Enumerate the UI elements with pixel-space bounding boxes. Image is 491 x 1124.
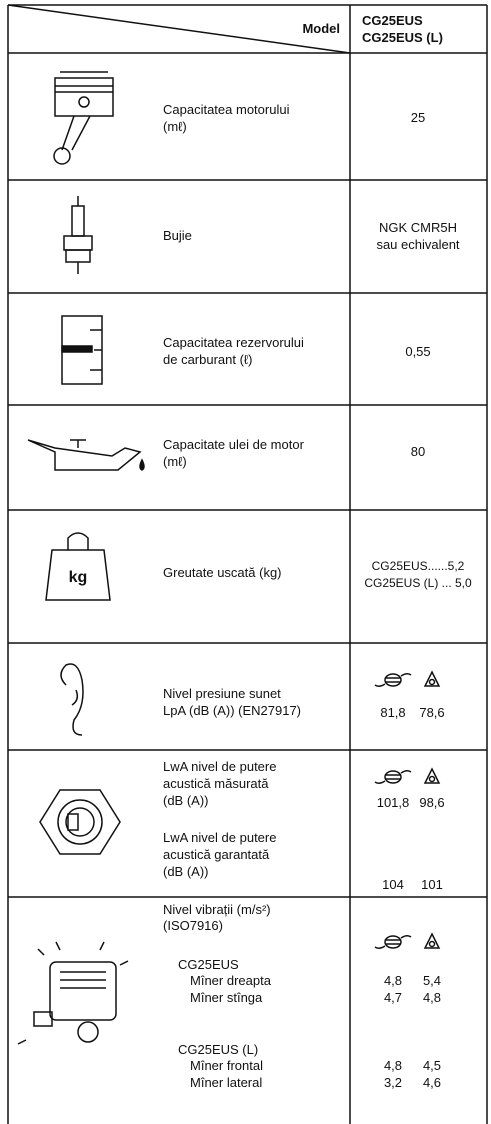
row-label: (mℓ) (163, 119, 187, 134)
piston-icon (53, 71, 114, 165)
row-value: CG25EUS......5,2 (371, 559, 465, 573)
row-label: LpA (dB (A)) (EN27917) (163, 703, 302, 718)
model-name: CG25EUS (178, 957, 239, 972)
row-label: de carburant (ℓ) (163, 352, 253, 367)
row-label: Capacitate ulei de motor (163, 437, 304, 452)
weight-icon: kg (45, 532, 111, 601)
svg-text:kg: kg (69, 569, 88, 586)
header-model: CG25EUS (362, 13, 423, 28)
row-label: Greutate uscată (kg) (163, 565, 282, 580)
row-label: (ISO7916) (163, 918, 223, 933)
row-value: 78,6 (419, 705, 445, 720)
row-value: 0,55 (405, 344, 431, 359)
row-label: (dB (A)) (163, 793, 209, 808)
row-label: Capacitatea rezervorului (163, 335, 304, 350)
header-label: Model (302, 21, 340, 36)
row-value: 101 (421, 877, 443, 892)
row-value: NGK CMR5H (378, 220, 457, 235)
row-value: 104 (382, 877, 404, 892)
row-value: 81,8 (380, 705, 406, 720)
row-label: Nivel vibrații (m/s²) (163, 902, 271, 917)
row-value: 80 (410, 444, 426, 459)
oil-can-icon (27, 439, 145, 471)
grid-lines (7, 4, 488, 1124)
row-label: LwA nivel de putere (163, 759, 277, 774)
model-name: CG25EUS (L) (178, 1042, 259, 1057)
row-value: 4,8 (422, 990, 442, 1005)
handle-name: Mîner stînga (190, 990, 263, 1005)
row-value: 101,8 (376, 795, 410, 810)
row-label: LwA nivel de putere (163, 830, 277, 845)
row-label: Nivel presiune sunet (163, 686, 281, 701)
row-label: acustică măsurată (163, 776, 269, 791)
handle-name: Mîner lateral (190, 1075, 263, 1090)
header-model: CG25EUS (L) (362, 30, 443, 45)
row-label: Bujie (163, 228, 192, 243)
row-value: sau echivalent (376, 237, 460, 252)
row-value: 4,6 (422, 1075, 442, 1090)
speaker-icon (39, 789, 121, 855)
fuel-gauge-icon (61, 315, 103, 385)
row-label: (mℓ) (163, 454, 187, 469)
row-label: (dB (A)) (163, 864, 209, 879)
row-value: 5,4 (422, 973, 442, 988)
engine-icon (17, 941, 129, 1045)
row-value: 25 (410, 110, 426, 125)
row-label: Capacitatea motorului (163, 102, 290, 117)
row-label: acustică garantată (163, 847, 270, 862)
spark-plug-icon (63, 196, 93, 274)
row-value: 4,7 (383, 990, 403, 1005)
handle-name: Mîner frontal (190, 1058, 263, 1073)
row-value: 98,6 (419, 795, 445, 810)
row-value: 3,2 (383, 1075, 403, 1090)
handle-name: Mîner dreapta (190, 973, 271, 988)
row-value: 4,5 (422, 1058, 442, 1073)
row-value: CG25EUS (L) ... 5,0 (364, 576, 472, 590)
row-value: 4,8 (383, 1058, 403, 1073)
row-value: 4,8 (383, 973, 403, 988)
ear-icon (60, 663, 84, 736)
